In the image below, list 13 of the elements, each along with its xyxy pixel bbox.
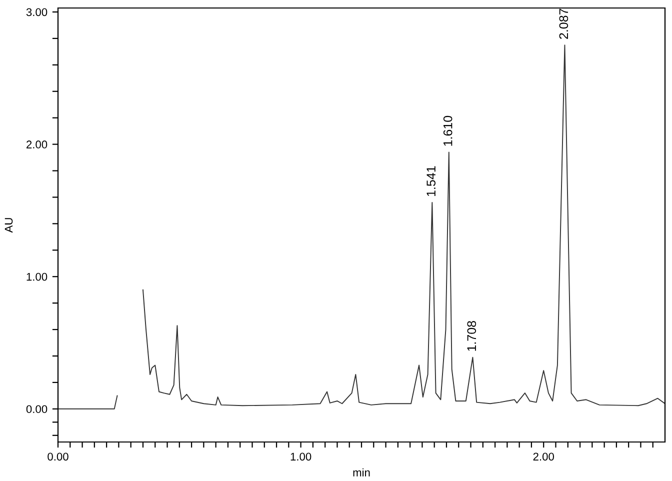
annotation: 1.708 xyxy=(467,321,476,351)
annotation: 2.087 xyxy=(559,8,568,39)
x-axis-title: min xyxy=(353,468,370,476)
y-tick-label: 3.00 xyxy=(26,8,48,16)
y-tick-label: 0.00 xyxy=(26,405,48,414)
annotation: 1.541 xyxy=(426,166,436,196)
y-tick-label: 2.00 xyxy=(26,140,48,148)
x-tick-label: 2.00 xyxy=(533,452,554,461)
annotation: 1.610 xyxy=(443,116,452,146)
y-tick-label: 1.00 xyxy=(26,272,48,281)
x-tick-label: 0.00 xyxy=(48,452,68,461)
y-axis-title: AU xyxy=(4,218,13,233)
x-tick-label: 1.00 xyxy=(290,452,312,461)
